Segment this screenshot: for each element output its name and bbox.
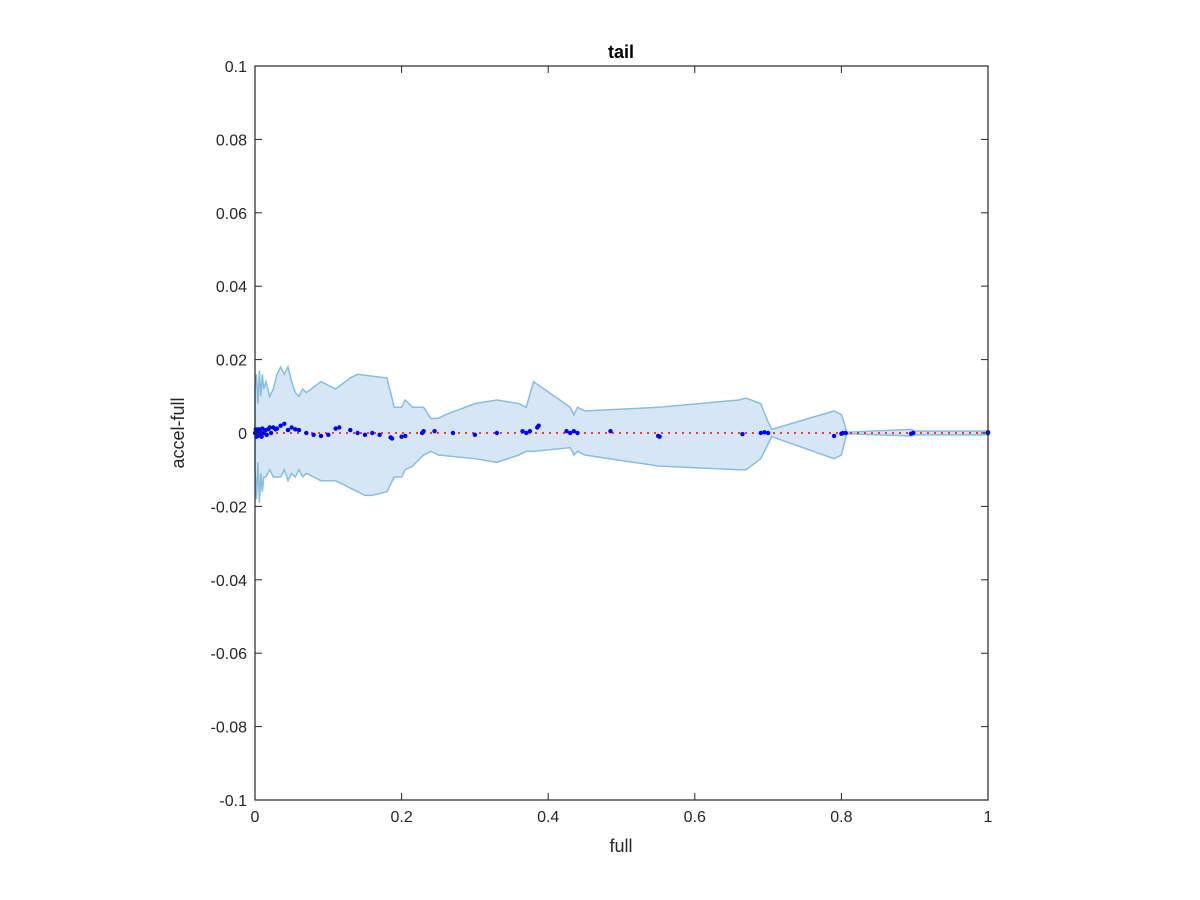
data-point [524, 430, 529, 436]
data-point [536, 423, 541, 428]
data-point [337, 425, 342, 430]
data-point [278, 423, 283, 428]
x-tick-label: 0.4 [537, 809, 559, 826]
x-ticks: 0 0.2 0.4 0.6 0.8 1 [251, 66, 993, 826]
data-point [268, 430, 274, 436]
data-point [285, 427, 291, 433]
x-axis-label: full [609, 836, 632, 856]
data-point [765, 430, 771, 436]
y-tick-label: 0.1 [225, 59, 247, 76]
x-tick-label: 0.6 [684, 809, 706, 826]
y-ticks: 0.1 0.08 0.06 0.04 0.02 0 -0.02 -0.04 -0.06 -0.08… [211, 59, 988, 810]
y-tick-label: -0.02 [211, 499, 248, 516]
data-point [575, 430, 580, 436]
data-point [282, 421, 287, 427]
y-tick-label: -0.08 [211, 720, 248, 737]
data-point [657, 434, 662, 439]
y-tick-label: -0.04 [211, 573, 248, 590]
y-tick-label: -0.1 [219, 793, 247, 810]
data-point [843, 430, 848, 436]
data-point [318, 433, 324, 439]
data-point [758, 430, 763, 436]
data-point [432, 428, 437, 434]
x-tick-label: 1 [984, 809, 993, 826]
data-point [421, 428, 426, 434]
y-tick-label: 0.06 [216, 206, 247, 223]
y-axis-label: accel-full [168, 397, 188, 468]
data-point [264, 432, 269, 438]
data-point [608, 428, 613, 434]
data-point [274, 426, 280, 431]
data-point [293, 427, 298, 432]
data-point [389, 436, 395, 441]
x-tick-label: 0.2 [390, 809, 412, 826]
data-point [333, 426, 338, 431]
data-point [267, 425, 272, 430]
chart-title: tail [608, 42, 634, 62]
data-point [494, 430, 500, 436]
data-point [520, 428, 525, 434]
y-tick-label: 0.04 [216, 279, 247, 296]
data-point [377, 432, 382, 438]
data-point [762, 430, 767, 435]
data-point [289, 425, 294, 430]
data-point [740, 431, 745, 437]
data-point [326, 432, 331, 438]
data-point [362, 432, 368, 438]
data-point [472, 432, 478, 438]
data-point [311, 432, 316, 438]
data-point [527, 428, 533, 434]
y-tick-label: 0 [238, 426, 247, 443]
data-point [370, 430, 375, 436]
y-tick-label: 0.02 [216, 353, 247, 370]
data-point [911, 430, 916, 436]
data-point [571, 428, 577, 434]
y-tick-label: -0.06 [211, 646, 248, 663]
data-point [831, 433, 837, 439]
data-point [304, 430, 309, 436]
data-point [259, 434, 264, 439]
y-tick-label: 0.08 [216, 132, 247, 149]
data-point [355, 430, 360, 436]
data-point [403, 433, 408, 439]
data-point [399, 434, 404, 439]
x-tick-label: 0.8 [830, 809, 852, 826]
data-point [450, 430, 456, 436]
data-point [296, 427, 302, 433]
data-point [567, 430, 573, 436]
data-point [564, 428, 569, 434]
x-tick-label: 0 [251, 809, 260, 826]
data-point [348, 427, 353, 433]
